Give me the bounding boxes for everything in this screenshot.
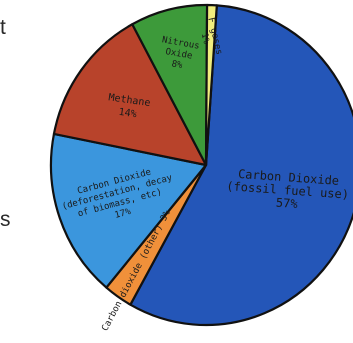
edge-text-top: t	[0, 16, 6, 39]
pie-slice	[52, 23, 208, 167]
slice-label: NitrousOxide8%	[157, 35, 200, 73]
pie-slices	[49, 3, 353, 327]
edge-text-middle: s	[0, 208, 11, 231]
pie-slice	[204, 3, 218, 167]
pie-slice	[129, 4, 353, 327]
pie-slice	[49, 132, 208, 289]
